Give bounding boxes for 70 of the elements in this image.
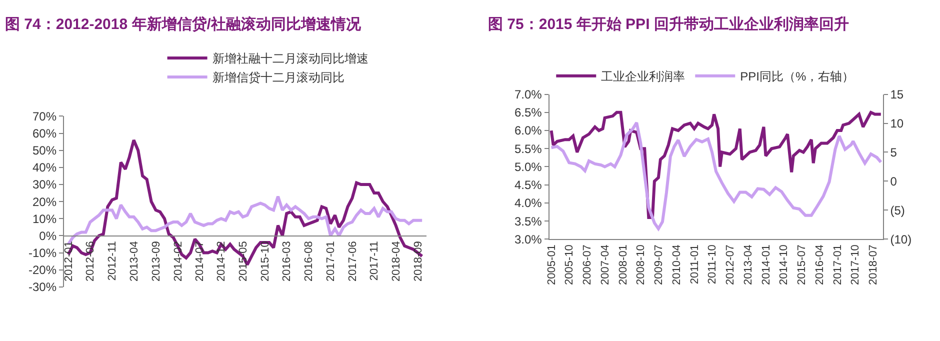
- chart-title: 图 75：2015 年开始 PPI 回升带动工业企业利润率回升: [488, 15, 849, 33]
- x-tick-label: 2014-02: [172, 241, 184, 282]
- y-tick-label: 3.5%: [514, 214, 542, 228]
- y-tick-label: 60%: [32, 126, 57, 140]
- x-tick-label: 2015-07: [796, 244, 808, 285]
- y-tick-label: 50%: [32, 144, 57, 158]
- x-tick-label: 2011-10: [706, 244, 719, 284]
- line-series: [550, 110, 882, 219]
- y-tick-label: 3.0%: [514, 232, 542, 246]
- legend-label: PPI同比（%，右轴）: [740, 70, 854, 84]
- legend-label: 工业企业利润率: [601, 70, 686, 84]
- y-tick-label: 5.5%: [514, 142, 542, 156]
- x-tick-label: 2005-10: [564, 244, 576, 285]
- y-tick-label: 30%: [32, 178, 57, 192]
- x-tick-label: 2017-06: [346, 241, 359, 282]
- y-tick-label: -20%: [28, 263, 57, 278]
- x-tick-label: 2014-12: [216, 241, 228, 282]
- y2-tick-label: 5: [890, 145, 898, 160]
- x-tick-label: 2014-01: [760, 244, 772, 285]
- x-tick-label: 2015-10: [259, 241, 272, 282]
- x-tick-label: 2017-10: [850, 244, 862, 285]
- x-tick-label: 2017-01: [832, 244, 844, 285]
- y-tick-label: 70%: [32, 109, 57, 124]
- x-tick-label: 2013-04: [742, 244, 754, 285]
- x-tick-label: 2010-04: [670, 244, 683, 285]
- x-tick-label: 2018-09: [412, 241, 424, 282]
- y-tick-label: -30%: [28, 280, 57, 294]
- x-tick-label: 2013-09: [150, 241, 162, 282]
- x-tick-label: 2012-06: [84, 241, 97, 282]
- legend-label: 新增信贷十二月滚动同比: [212, 70, 344, 85]
- x-tick-label: 2018-04: [390, 241, 402, 282]
- y-tick-label: 20%: [32, 194, 57, 209]
- y-tick-label: 0%: [39, 228, 57, 243]
- y2-tick-label: 10: [890, 116, 904, 130]
- x-tick-label: 2016-08: [303, 241, 316, 282]
- x-tick-label: 2009-07: [652, 244, 665, 285]
- x-tick-label: 2012-11: [106, 241, 119, 281]
- y-tick-label: -10%: [28, 246, 57, 260]
- y-tick-label: 4.5%: [514, 178, 542, 192]
- y-tick-label: 10%: [32, 212, 57, 226]
- x-tick-label: 2012-01: [62, 241, 75, 282]
- legend-label: 新增社融十二月滚动同比增速: [212, 52, 368, 66]
- x-tick-label: 2017-11: [368, 241, 381, 281]
- x-tick-label: 2014-10: [778, 244, 790, 285]
- y2-tick-label: 15: [890, 88, 904, 102]
- y-tick-label: 7.0%: [514, 88, 542, 102]
- x-tick-label: 2007-04: [599, 244, 612, 285]
- y-tick-label: 40%: [32, 160, 57, 175]
- x-tick-label: 2012-07: [724, 244, 736, 285]
- x-tick-label: 2015-05: [237, 241, 250, 282]
- y2-tick-label: 0: [890, 174, 898, 188]
- x-tick-label: 2008-10: [635, 244, 648, 285]
- x-tick-label: 2013-04: [128, 241, 140, 282]
- x-tick-label: 2011-01: [688, 244, 701, 284]
- y2-tick-label: (10): [890, 232, 912, 246]
- x-tick-label: 2016-04: [814, 244, 826, 285]
- x-tick-label: 2014-07: [194, 241, 206, 282]
- x-tick-label: 2005-01: [546, 244, 558, 285]
- y-tick-label: 6.5%: [514, 106, 542, 120]
- y-tick-label: 6.0%: [514, 124, 542, 138]
- x-tick-label: 2018-07: [867, 244, 880, 285]
- y-tick-label: 4.0%: [514, 196, 542, 210]
- x-tick-label: 2006-07: [581, 244, 594, 285]
- y2-tick-label: (5): [890, 203, 905, 218]
- x-tick-label: 2016-03: [281, 241, 294, 282]
- line-series: [550, 121, 882, 230]
- y-tick-label: 5.0%: [514, 160, 542, 174]
- chart-title: 图 74：2012-2018 年新增信贷/社融滚动同比增速情况: [5, 15, 362, 33]
- x-tick-label: 2008-01: [617, 244, 630, 285]
- x-tick-label: 2017-01: [325, 241, 338, 282]
